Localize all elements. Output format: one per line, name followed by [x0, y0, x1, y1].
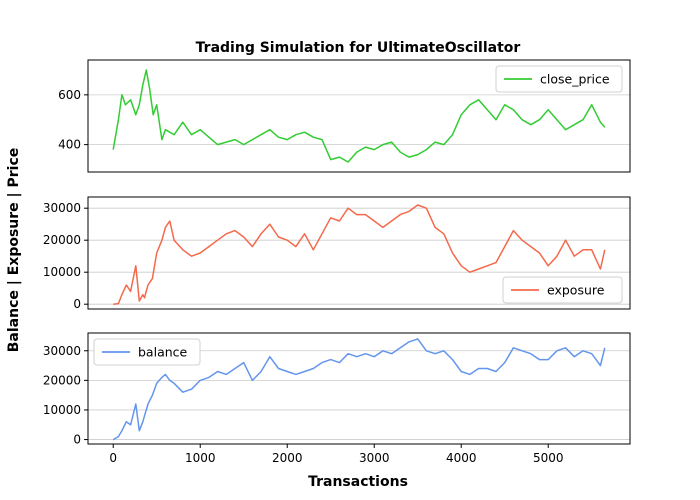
series-line-close_price: [112, 69, 606, 163]
series-line-balance: [112, 338, 606, 441]
chart-title: Trading Simulation for UltimateOscillato…: [196, 40, 521, 56]
legend-box: [93, 338, 201, 366]
y-tick-label: 0: [73, 297, 81, 311]
y-tick-label: 400: [58, 138, 81, 152]
legend: balance: [93, 338, 201, 366]
legend-label: balance: [138, 345, 188, 360]
legend: close_price: [495, 65, 623, 93]
y-tick-label: 30000: [43, 201, 81, 215]
panel-balance: 0 10000 20000 30000 0 1000 2000 3000 4000 5000 bal…: [43, 332, 631, 465]
y-tick-label: 30000: [43, 344, 81, 358]
y-tick-label: 600: [58, 88, 81, 102]
legend: exposure: [502, 276, 623, 304]
panel-exposure: 0 10000 20000 30000 exposure: [43, 196, 631, 311]
chart-panels: 400600close_price0100002000030000exposur…: [43, 59, 631, 465]
y-tick-label: 20000: [43, 373, 81, 387]
x-tick-label: 2000: [272, 451, 303, 465]
x-tick-label: 5000: [533, 451, 564, 465]
y-axis-label: Balance | Exposure | Price: [6, 148, 22, 353]
legend-label: exposure: [547, 283, 605, 298]
legend-box: [495, 65, 623, 93]
legend-box: [502, 276, 623, 304]
y-tick-label: 10000: [43, 265, 81, 279]
plot-frame: [87, 332, 631, 445]
plot-frame: [87, 196, 631, 310]
x-tick-label: 4000: [446, 451, 477, 465]
y-tick-label: 10000: [43, 403, 81, 417]
x-tick-label: 3000: [359, 451, 390, 465]
x-tick-label: 1000: [185, 451, 216, 465]
x-axis-label: Transactions: [308, 474, 408, 490]
series-line-exposure: [113, 204, 606, 305]
y-tick-label: 20000: [43, 233, 81, 247]
legend-label: close_price: [540, 72, 610, 87]
plot-frame: [87, 59, 631, 173]
y-tick-label: 0: [73, 433, 81, 447]
x-tick-label: 0: [109, 451, 117, 465]
panel-close_price: 400 600 close_price: [58, 59, 631, 173]
